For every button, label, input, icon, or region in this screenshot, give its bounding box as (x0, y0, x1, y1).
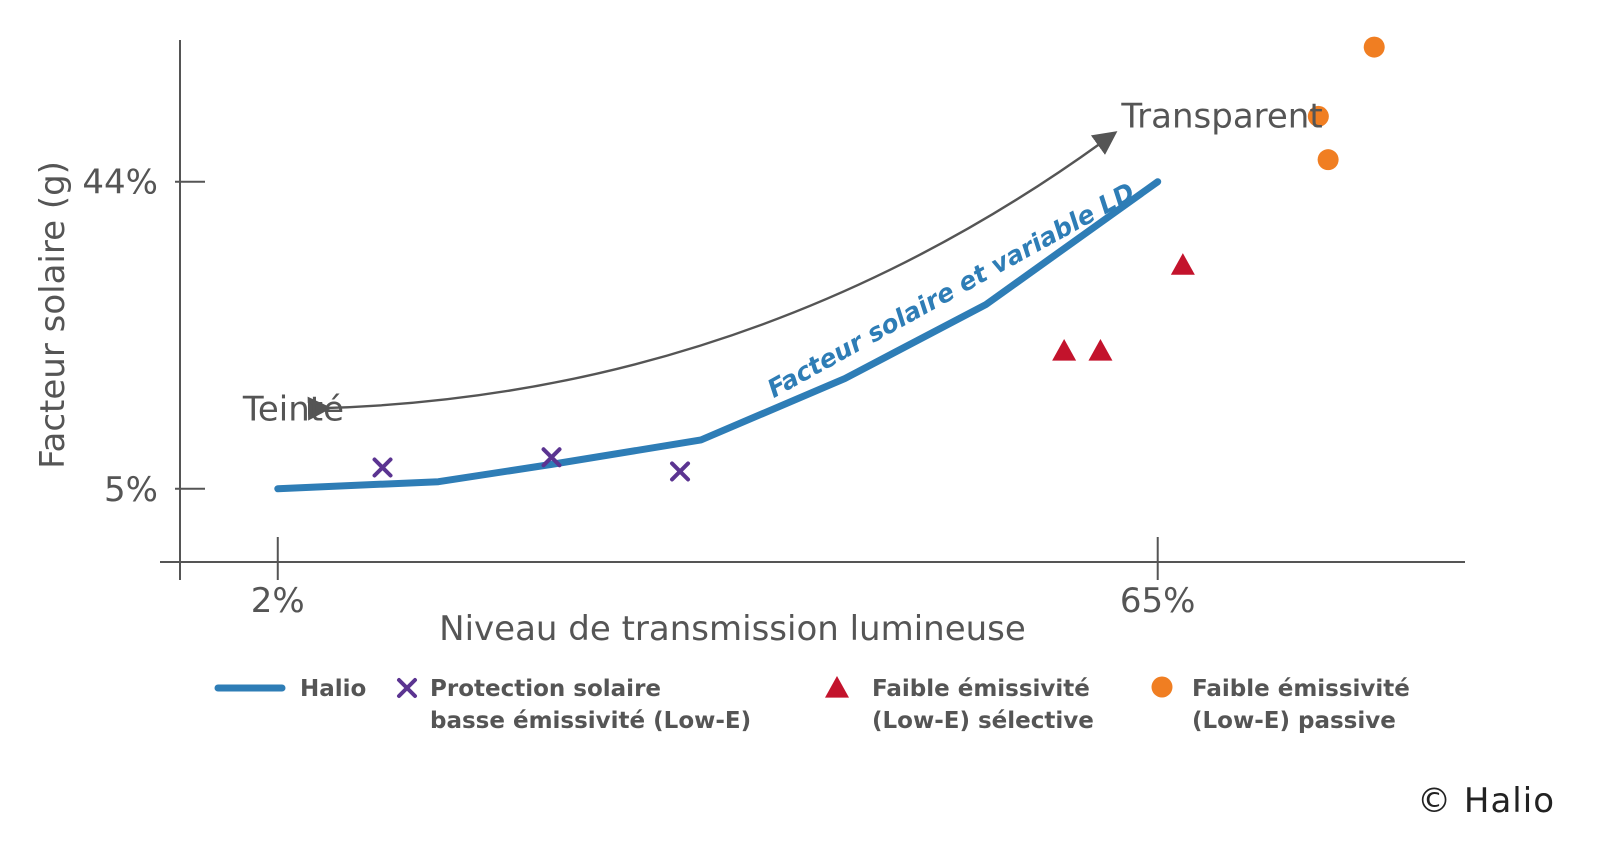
legend-item: Faible émissivité (Low-E) sélective (825, 676, 1094, 734)
line-annotation: Facteur solaire et variable LD (762, 177, 1139, 404)
legend-label: Faible émissivité (1192, 676, 1410, 702)
series-0 (274, 178, 1162, 493)
legend-swatch-circle (1151, 676, 1173, 698)
legend-label: basse émissivité (Low-E) (430, 708, 751, 734)
data-point-triangle (1170, 253, 1195, 275)
data-point-triangle (1052, 338, 1077, 361)
copyright-text: © Halio (1417, 781, 1555, 821)
y-tick-label: 5% (104, 470, 158, 510)
series-2 (1052, 253, 1195, 361)
legend-label: Protection solaire (430, 676, 661, 702)
data-point-triangle (1088, 338, 1113, 361)
legend: Halio Protection solaire basse émissivité … (214, 676, 1410, 734)
plot-area (274, 36, 1385, 493)
legend-item: Protection solaire basse émissivité (Low-… (397, 676, 751, 734)
legend-swatch-x (397, 678, 417, 698)
legend-item: Faible émissivité (Low-E) passive (1151, 676, 1410, 734)
annotations: Transparent Teinté Facteur solaire et vari… (242, 97, 1323, 430)
annotation-label: Teinté (242, 389, 344, 429)
series-3 (1307, 36, 1385, 171)
data-point-circle (1307, 105, 1329, 127)
legend-label: Halio (300, 676, 366, 702)
x-tick-label: 65% (1120, 581, 1196, 621)
direction-arrow (307, 131, 1118, 421)
legend-label: (Low-E) passive (1192, 708, 1396, 734)
axes: 2% 65% 5% 44% Niveau de transmission lumineu… (33, 40, 1465, 649)
arrow-curve (307, 131, 1118, 421)
y-tick-label: 44% (82, 163, 158, 203)
data-point-x-marker (541, 447, 562, 468)
annotation-label: Transparent (1120, 97, 1322, 137)
x-axis-title: Niveau de transmission lumineuse (439, 609, 1026, 649)
legend-label: (Low-E) sélective (872, 708, 1094, 734)
data-point-circle (1363, 36, 1385, 58)
data-point-circle (1317, 149, 1339, 171)
data-point-x-marker (670, 461, 691, 482)
legend-item: Halio (214, 676, 366, 702)
data-point-x-marker (372, 457, 393, 478)
legend-label: Faible émissivité (872, 676, 1090, 702)
x-stroke (670, 461, 691, 482)
x-tick-label: 2% (251, 581, 305, 621)
series-line-halio (274, 178, 1162, 493)
legend-swatch-triangle (825, 676, 849, 698)
y-axis-title: Facteur solaire (g) (33, 161, 73, 469)
series-1 (372, 447, 691, 482)
x-stroke (372, 457, 393, 478)
x-stroke (397, 678, 417, 698)
x-stroke (541, 447, 562, 468)
